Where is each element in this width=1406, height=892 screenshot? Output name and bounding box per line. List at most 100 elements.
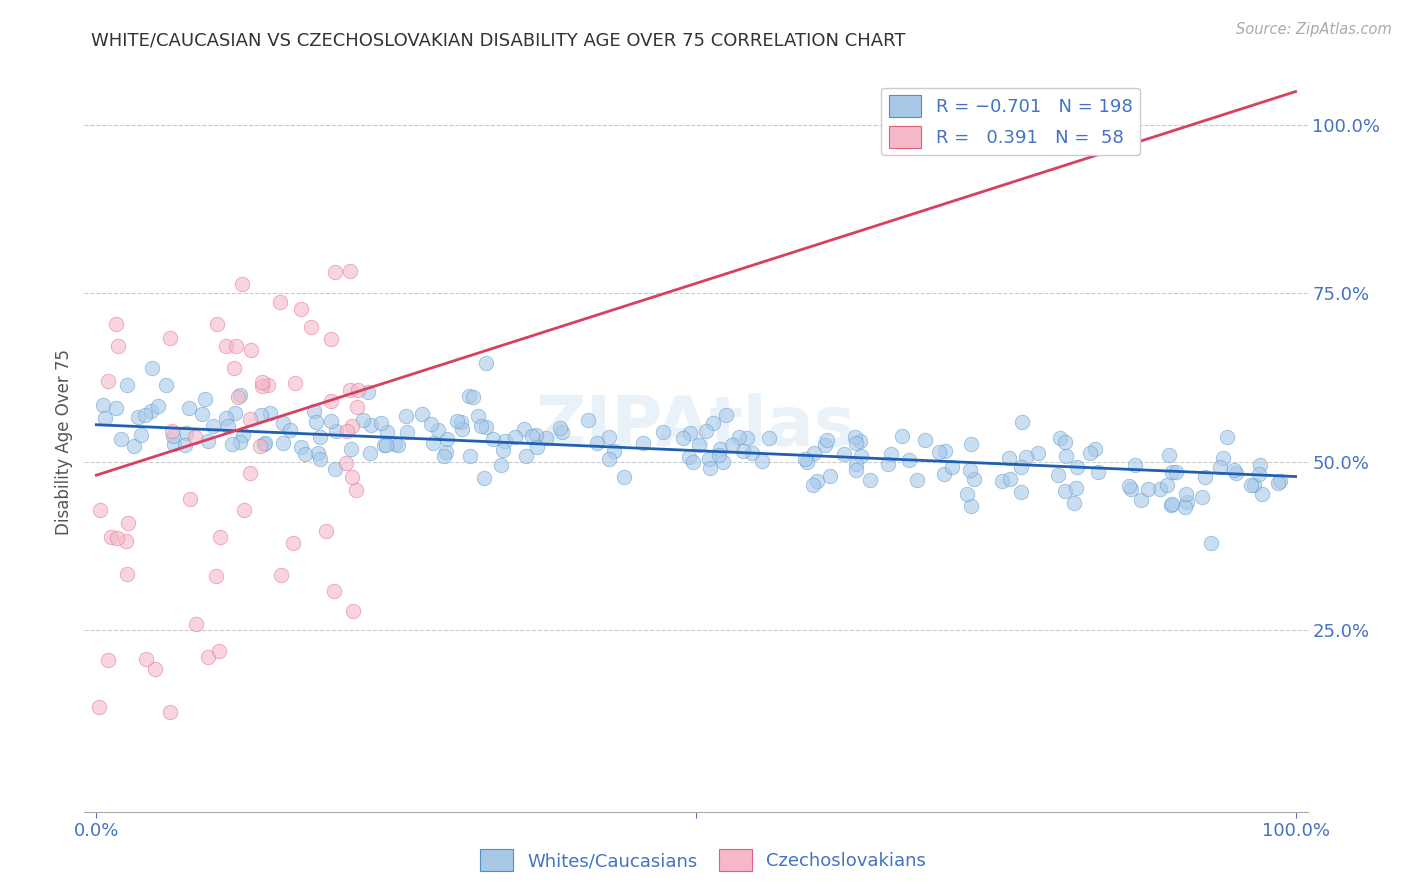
Point — [492, 442, 515, 457]
Point — [436, 432, 458, 446]
Point — [928, 445, 950, 459]
Point — [1225, 466, 1247, 480]
Point — [259, 406, 281, 420]
Point — [941, 459, 963, 474]
Point — [534, 431, 557, 445]
Point — [225, 339, 247, 353]
Point — [384, 437, 406, 451]
Point — [273, 416, 295, 430]
Point — [633, 435, 655, 450]
Point — [446, 414, 468, 428]
Point — [373, 438, 395, 452]
Point — [522, 429, 544, 443]
Point — [845, 436, 868, 450]
Y-axis label: Disability Age Over 75: Disability Age Over 75 — [55, 349, 73, 534]
Point — [897, 453, 920, 467]
Point — [711, 455, 734, 469]
Point — [305, 415, 328, 429]
Point — [254, 436, 277, 450]
Point — [735, 432, 758, 446]
Point — [728, 430, 751, 444]
Point — [482, 432, 505, 446]
Point — [1209, 459, 1232, 474]
Point — [422, 436, 444, 450]
Point — [307, 446, 329, 460]
Point — [239, 412, 262, 426]
Point — [284, 376, 307, 390]
Point — [105, 401, 128, 415]
Point — [956, 487, 979, 501]
Point — [524, 428, 547, 442]
Point — [1267, 475, 1289, 490]
Point — [959, 462, 981, 476]
Point — [526, 440, 548, 454]
Point — [1078, 446, 1101, 460]
Point — [1123, 458, 1146, 472]
Point — [814, 438, 837, 452]
Point — [702, 416, 724, 430]
Point — [325, 425, 347, 439]
Point — [803, 445, 825, 459]
Point — [141, 360, 163, 375]
Point — [720, 437, 742, 451]
Point — [1047, 468, 1070, 483]
Point — [1015, 450, 1038, 465]
Point — [89, 700, 111, 714]
Point — [470, 418, 492, 433]
Point — [114, 534, 136, 549]
Point — [419, 417, 441, 431]
Point — [458, 450, 481, 464]
Point — [450, 422, 472, 436]
Point — [1239, 477, 1261, 491]
Point — [679, 426, 702, 441]
Point — [489, 458, 512, 472]
Point — [467, 409, 489, 423]
Point — [325, 265, 347, 279]
Point — [844, 430, 866, 444]
Point — [97, 374, 120, 388]
Point — [290, 440, 312, 454]
Point — [794, 452, 817, 467]
Point — [1066, 481, 1088, 495]
Point — [1130, 492, 1153, 507]
Point — [714, 408, 737, 422]
Point — [239, 343, 262, 358]
Point — [859, 473, 882, 487]
Point — [100, 530, 122, 544]
Point — [751, 454, 773, 468]
Point — [309, 430, 332, 444]
Point — [1054, 450, 1077, 464]
Point — [91, 398, 114, 412]
Point — [1250, 486, 1272, 500]
Point — [239, 466, 262, 480]
Text: Source: ZipAtlas.com: Source: ZipAtlas.com — [1236, 22, 1392, 37]
Point — [232, 428, 254, 442]
Point — [347, 384, 370, 398]
Point — [249, 438, 271, 452]
Point — [815, 433, 838, 447]
Point — [1084, 442, 1107, 457]
Point — [375, 425, 398, 439]
Point — [252, 378, 274, 392]
Point — [205, 318, 228, 332]
Point — [107, 339, 129, 353]
Point — [1010, 460, 1032, 475]
Point — [818, 468, 841, 483]
Point — [678, 450, 700, 464]
Point — [682, 455, 704, 469]
Point — [603, 444, 626, 458]
Point — [515, 449, 537, 463]
Point — [208, 643, 231, 657]
Point — [494, 434, 516, 448]
Point — [160, 424, 183, 438]
Point — [707, 448, 730, 462]
Point — [458, 389, 481, 403]
Point — [695, 424, 717, 438]
Point — [672, 431, 695, 445]
Point — [174, 426, 197, 441]
Point — [876, 457, 898, 471]
Point — [115, 378, 138, 392]
Point — [963, 472, 986, 486]
Point — [1249, 467, 1271, 481]
Point — [129, 428, 152, 442]
